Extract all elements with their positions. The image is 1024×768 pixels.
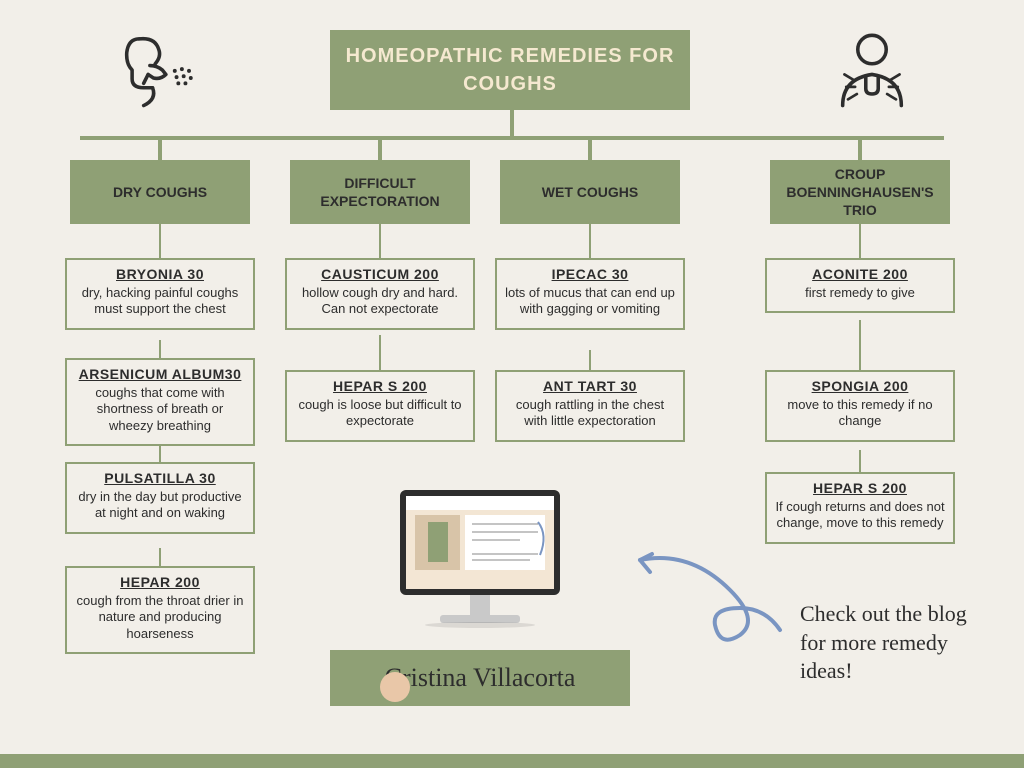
- remedy-name: PULSATILLA 30: [75, 470, 245, 486]
- sore-throat-icon: [832, 30, 912, 110]
- bottom-strip: [0, 754, 1024, 768]
- remedy-description: cough is loose but difficult to expector…: [295, 397, 465, 430]
- remedy-name: CAUSTICUM 200: [295, 266, 465, 282]
- category-dry-coughs: DRY COUGHS: [70, 160, 250, 224]
- remedy-description: dry, hacking painful coughs must support…: [75, 285, 245, 318]
- remedy-connector: [159, 340, 161, 358]
- tree-drop: [378, 136, 382, 160]
- remedy-description: cough from the throat drier in nature an…: [75, 593, 245, 642]
- remedy-connector: [379, 224, 381, 258]
- remedy-card: CAUSTICUM 200 hollow cough dry and hard. …: [285, 258, 475, 330]
- curly-arrow-icon: [620, 540, 800, 665]
- remedy-card: HEPAR S 200 cough is loose but difficult …: [285, 370, 475, 442]
- remedy-connector: [859, 450, 861, 472]
- remedy-connector: [589, 350, 591, 370]
- remedy-connector: [159, 548, 161, 566]
- remedy-connector: [859, 224, 861, 258]
- remedy-connector: [159, 444, 161, 462]
- remedy-name: ARSENICUM ALBUM30: [75, 366, 245, 382]
- tree-drop: [588, 136, 592, 160]
- coughing-person-icon: [112, 30, 202, 110]
- remedy-name: HEPAR S 200: [775, 480, 945, 496]
- remedy-card: ACONITE 200 first remedy to give: [765, 258, 955, 313]
- remedy-name: IPECAC 30: [505, 266, 675, 282]
- remedy-card: IPECAC 30 lots of mucus that can end up w…: [495, 258, 685, 330]
- remedy-card: SPONGIA 200 move to this remedy if no cha…: [765, 370, 955, 442]
- remedy-description: first remedy to give: [775, 285, 945, 301]
- category-croup: CROUP BOENNINGHAUSEN'S TRIO: [770, 160, 950, 224]
- remedy-card: BRYONIA 30 dry, hacking painful coughs mu…: [65, 258, 255, 330]
- remedy-card: PULSATILLA 30 dry in the day but producti…: [65, 462, 255, 534]
- remedy-description: If cough returns and does not change, mo…: [775, 499, 945, 532]
- remedy-name: ACONITE 200: [775, 266, 945, 282]
- remedy-card: HEPAR S 200 If cough returns and does not…: [765, 472, 955, 544]
- remedy-name: SPONGIA 200: [775, 378, 945, 394]
- remedy-connector: [159, 224, 161, 258]
- tree-main-bar: [80, 136, 944, 140]
- remedy-connector: [859, 320, 861, 370]
- remedy-card: HEPAR 200 cough from the throat drier in …: [65, 566, 255, 654]
- remedy-description: coughs that come with shortness of breat…: [75, 385, 245, 434]
- computer-mockup-icon: [380, 480, 580, 645]
- main-title: HOMEOPATHIC REMEDIES FOR COUGHS: [330, 30, 690, 110]
- tree-stem: [510, 110, 514, 138]
- tree-drop: [158, 136, 162, 160]
- remedy-name: ANT TART 30: [505, 378, 675, 394]
- remedy-description: lots of mucus that can end up with gaggi…: [505, 285, 675, 318]
- remedy-connector: [589, 224, 591, 258]
- author-name: Cristina Villacorta: [385, 663, 576, 693]
- remedy-connector: [379, 335, 381, 370]
- remedy-card: ARSENICUM ALBUM30 coughs that come with s…: [65, 358, 255, 446]
- tree-drop: [858, 136, 862, 160]
- category-wet-coughs: WET COUGHS: [500, 160, 680, 224]
- blog-callout-text: Check out the blog for more remedy ideas…: [800, 600, 980, 686]
- decorative-dot: [380, 672, 410, 702]
- remedy-name: HEPAR 200: [75, 574, 245, 590]
- remedy-description: cough rattling in the chest with little …: [505, 397, 675, 430]
- remedy-card: ANT TART 30 cough rattling in the chest w…: [495, 370, 685, 442]
- author-signature-box: Cristina Villacorta: [330, 650, 630, 706]
- remedy-name: BRYONIA 30: [75, 266, 245, 282]
- category-difficult-expectoration: DIFFICULT EXPECTORATION: [290, 160, 470, 224]
- remedy-name: HEPAR S 200: [295, 378, 465, 394]
- remedy-description: dry in the day but productive at night a…: [75, 489, 245, 522]
- remedy-description: hollow cough dry and hard. Can not expec…: [295, 285, 465, 318]
- remedy-description: move to this remedy if no change: [775, 397, 945, 430]
